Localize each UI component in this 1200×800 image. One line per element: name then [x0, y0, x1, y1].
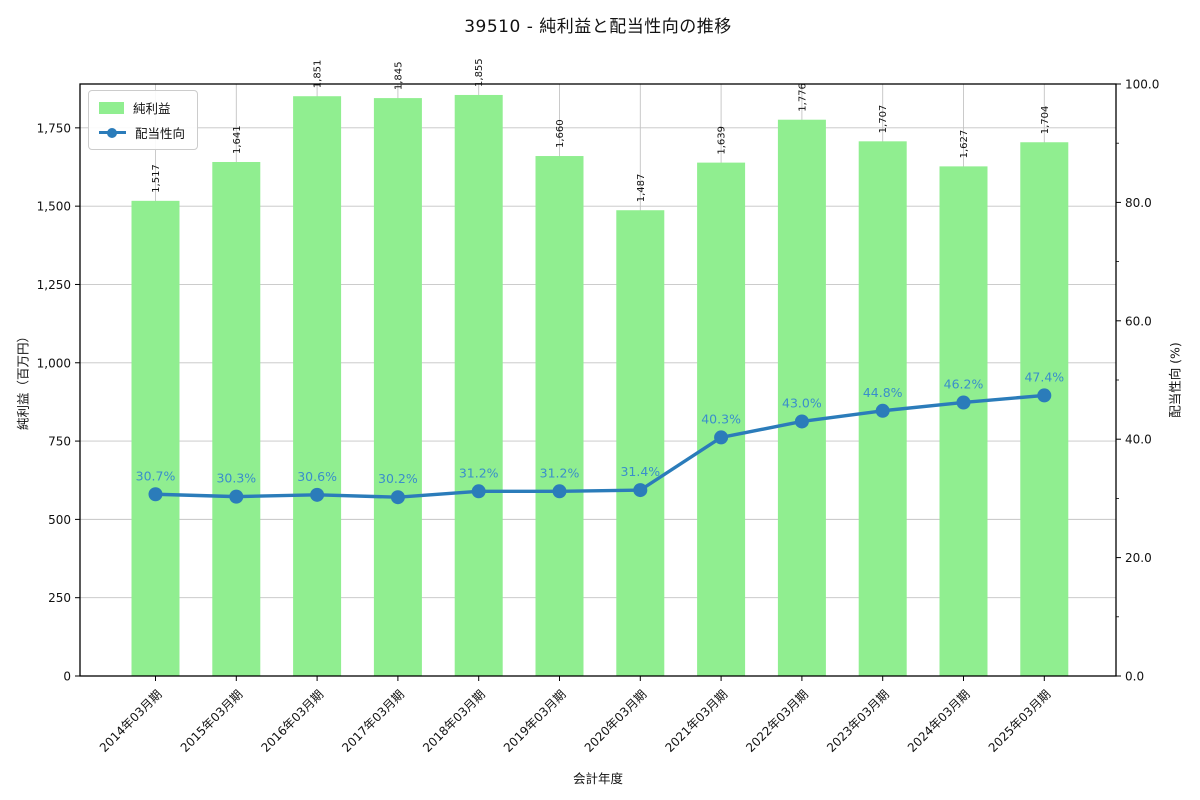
payout-marker — [310, 487, 325, 502]
bar — [212, 161, 261, 676]
bar-swatch-icon — [99, 101, 124, 114]
payout-value-label: 40.3% — [701, 411, 741, 426]
right-axis-tick-label: 80.0 — [1125, 196, 1152, 210]
payout-value-label: 30.7% — [136, 468, 176, 483]
x-axis-tick-label: 2016年03月期 — [258, 687, 326, 755]
right-axis-tick-label: 0.0 — [1125, 670, 1144, 684]
x-axis-tick-label: 2022年03月期 — [743, 687, 811, 755]
legend: 純利益 配当性向 — [88, 90, 199, 150]
right-axis-title: 配当性向 (%) — [1167, 342, 1183, 418]
bar-value-label: 1,855 — [474, 58, 485, 87]
payout-value-label: 30.3% — [216, 471, 256, 486]
bar-value-label: 1,641 — [232, 125, 243, 154]
bar — [1020, 142, 1069, 676]
payout-value-label: 43.0% — [782, 395, 822, 410]
payout-marker — [714, 430, 729, 445]
legend-label-net-profit: 純利益 — [133, 101, 171, 116]
left-axis-tick-label: 1,750 — [37, 121, 71, 135]
bar — [131, 200, 180, 676]
payout-marker — [633, 483, 648, 498]
x-axis-tick-label: 2014年03月期 — [97, 687, 165, 755]
right-axis-tick-label: 60.0 — [1125, 314, 1152, 328]
bar-value-label: 1,845 — [393, 61, 404, 90]
x-axis-tick-label: 2025年03月期 — [986, 687, 1054, 755]
x-axis-tick-label: 2019年03月期 — [501, 687, 569, 755]
bar-value-label: 1,704 — [1040, 106, 1051, 135]
payout-marker — [1037, 388, 1052, 403]
x-axis-title: 会計年度 — [572, 771, 623, 786]
payout-marker — [875, 403, 890, 418]
right-axis-tick-label: 40.0 — [1125, 433, 1152, 447]
payout-marker — [229, 489, 244, 504]
x-axis-tick-label: 2017年03月期 — [339, 687, 407, 755]
bar — [939, 166, 988, 676]
payout-value-label: 30.2% — [378, 471, 418, 486]
x-axis-tick-label: 2024年03月期 — [905, 687, 973, 755]
bar-value-label: 1,851 — [313, 60, 324, 89]
bar-value-label: 1,627 — [959, 130, 970, 159]
payout-value-label: 30.6% — [297, 469, 337, 484]
right-axis-tick-label: 100.0 — [1125, 78, 1159, 92]
x-axis-tick-label: 2020年03月期 — [582, 687, 650, 755]
left-axis-tick-label: 1,000 — [37, 356, 71, 370]
x-axis-tick-label: 2021年03月期 — [662, 687, 730, 755]
left-axis-tick-label: 1,250 — [37, 278, 71, 292]
left-axis-title: 純利益（百万円） — [15, 329, 31, 431]
bar-value-label: 1,517 — [151, 164, 162, 193]
bar — [454, 94, 503, 677]
payout-value-label: 31.4% — [620, 464, 660, 479]
bar-value-label: 1,707 — [878, 105, 889, 134]
payout-value-label: 31.2% — [540, 465, 580, 480]
bar — [535, 156, 584, 676]
bar-value-label: 1,639 — [717, 126, 728, 155]
line-marker-icon — [99, 126, 126, 140]
bar-value-label: 1,776 — [797, 83, 808, 112]
left-axis-tick-label: 500 — [48, 513, 71, 527]
x-axis-tick-label: 2015年03月期 — [178, 687, 246, 755]
payout-marker — [956, 395, 971, 410]
payout-marker — [148, 487, 163, 502]
bar — [777, 119, 826, 676]
x-axis-tick-label: 2018年03月期 — [420, 687, 488, 755]
bar-value-label: 1,660 — [555, 119, 566, 148]
payout-line — [153, 393, 1047, 499]
bar — [373, 98, 422, 677]
bar — [697, 162, 746, 676]
legend-label-payout-ratio: 配当性向 — [135, 126, 186, 141]
right-axis-tick-label: 20.0 — [1125, 551, 1152, 565]
left-axis-tick-label: 250 — [48, 591, 71, 605]
payout-value-label: 44.8% — [863, 385, 903, 400]
payout-marker — [390, 490, 405, 505]
bar — [293, 96, 342, 676]
left-axis-tick-label: 0 — [63, 670, 71, 684]
bar — [616, 210, 665, 676]
legend-item-net-profit: 純利益 — [99, 98, 185, 117]
chart-title: 39510 - 純利益と配当性向の推移 — [464, 17, 732, 37]
payout-value-label: 47.4% — [1024, 369, 1064, 384]
payout-marker — [552, 484, 567, 499]
payout-value-label: 31.2% — [459, 465, 499, 480]
left-axis-tick-label: 1,500 — [37, 200, 71, 214]
payout-value-label: 46.2% — [944, 376, 984, 391]
bar-value-label: 1,487 — [636, 174, 647, 203]
left-axis-tick-label: 750 — [48, 435, 71, 449]
payout-marker — [471, 484, 486, 499]
x-axis-tick-label: 2023年03月期 — [824, 687, 892, 755]
legend-item-payout-ratio: 配当性向 — [99, 123, 185, 142]
payout-marker — [794, 414, 809, 429]
